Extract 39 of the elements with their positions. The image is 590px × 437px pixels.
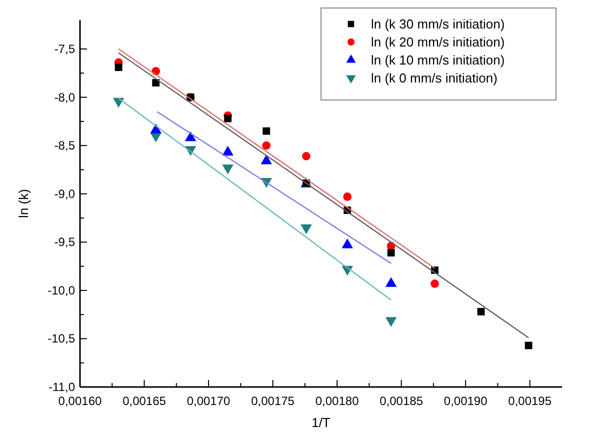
point (385, 277, 397, 287)
y-tick-label: -8,5 (54, 138, 76, 153)
point (222, 146, 234, 156)
legend-label: ln (k 30 mm/s initiation) (371, 16, 505, 32)
point (262, 127, 270, 135)
y-tick-label: -10,0 (48, 283, 76, 298)
legend-label: ln (k 20 mm/s initiation) (371, 34, 505, 50)
x-tick-label: 0,00190 (444, 394, 488, 408)
point (302, 152, 310, 160)
point (262, 141, 271, 150)
point (152, 79, 160, 86)
y-tick-label: -10,5 (48, 332, 76, 346)
point (224, 114, 232, 122)
legend-label: ln (k 0 mm/s initiation) (371, 70, 498, 86)
y-tick-label: -7,5 (54, 42, 76, 56)
x-axis-title: 1/T (312, 415, 330, 430)
point (150, 124, 162, 134)
point (387, 249, 395, 256)
point (343, 192, 352, 201)
y-tick-label: -9,5 (54, 235, 76, 250)
point (114, 64, 122, 72)
point (524, 342, 532, 350)
legend-label: ln (k 10 mm/s initiation) (371, 52, 505, 68)
y-axis-title: ln (k) (16, 189, 31, 218)
point (477, 308, 485, 316)
x-tick-label: 0,00175 (251, 394, 295, 408)
point (342, 238, 353, 248)
x-tick-label: 0,00185 (380, 394, 424, 408)
point (260, 154, 272, 164)
x-tick-label: 0,00170 (186, 394, 231, 408)
x-tick-label: 0,00165 (122, 394, 166, 408)
y-tick-label: -8,0 (54, 90, 76, 104)
x-tick-label: 0,00160 (58, 394, 102, 408)
x-tick-label: 0,00180 (315, 394, 360, 408)
y-tick-label: -9,0 (54, 186, 76, 201)
x-tick-label: 0,00195 (508, 394, 552, 408)
point (184, 131, 196, 142)
point (430, 279, 439, 288)
y-tick-label: -11,0 (48, 380, 76, 394)
